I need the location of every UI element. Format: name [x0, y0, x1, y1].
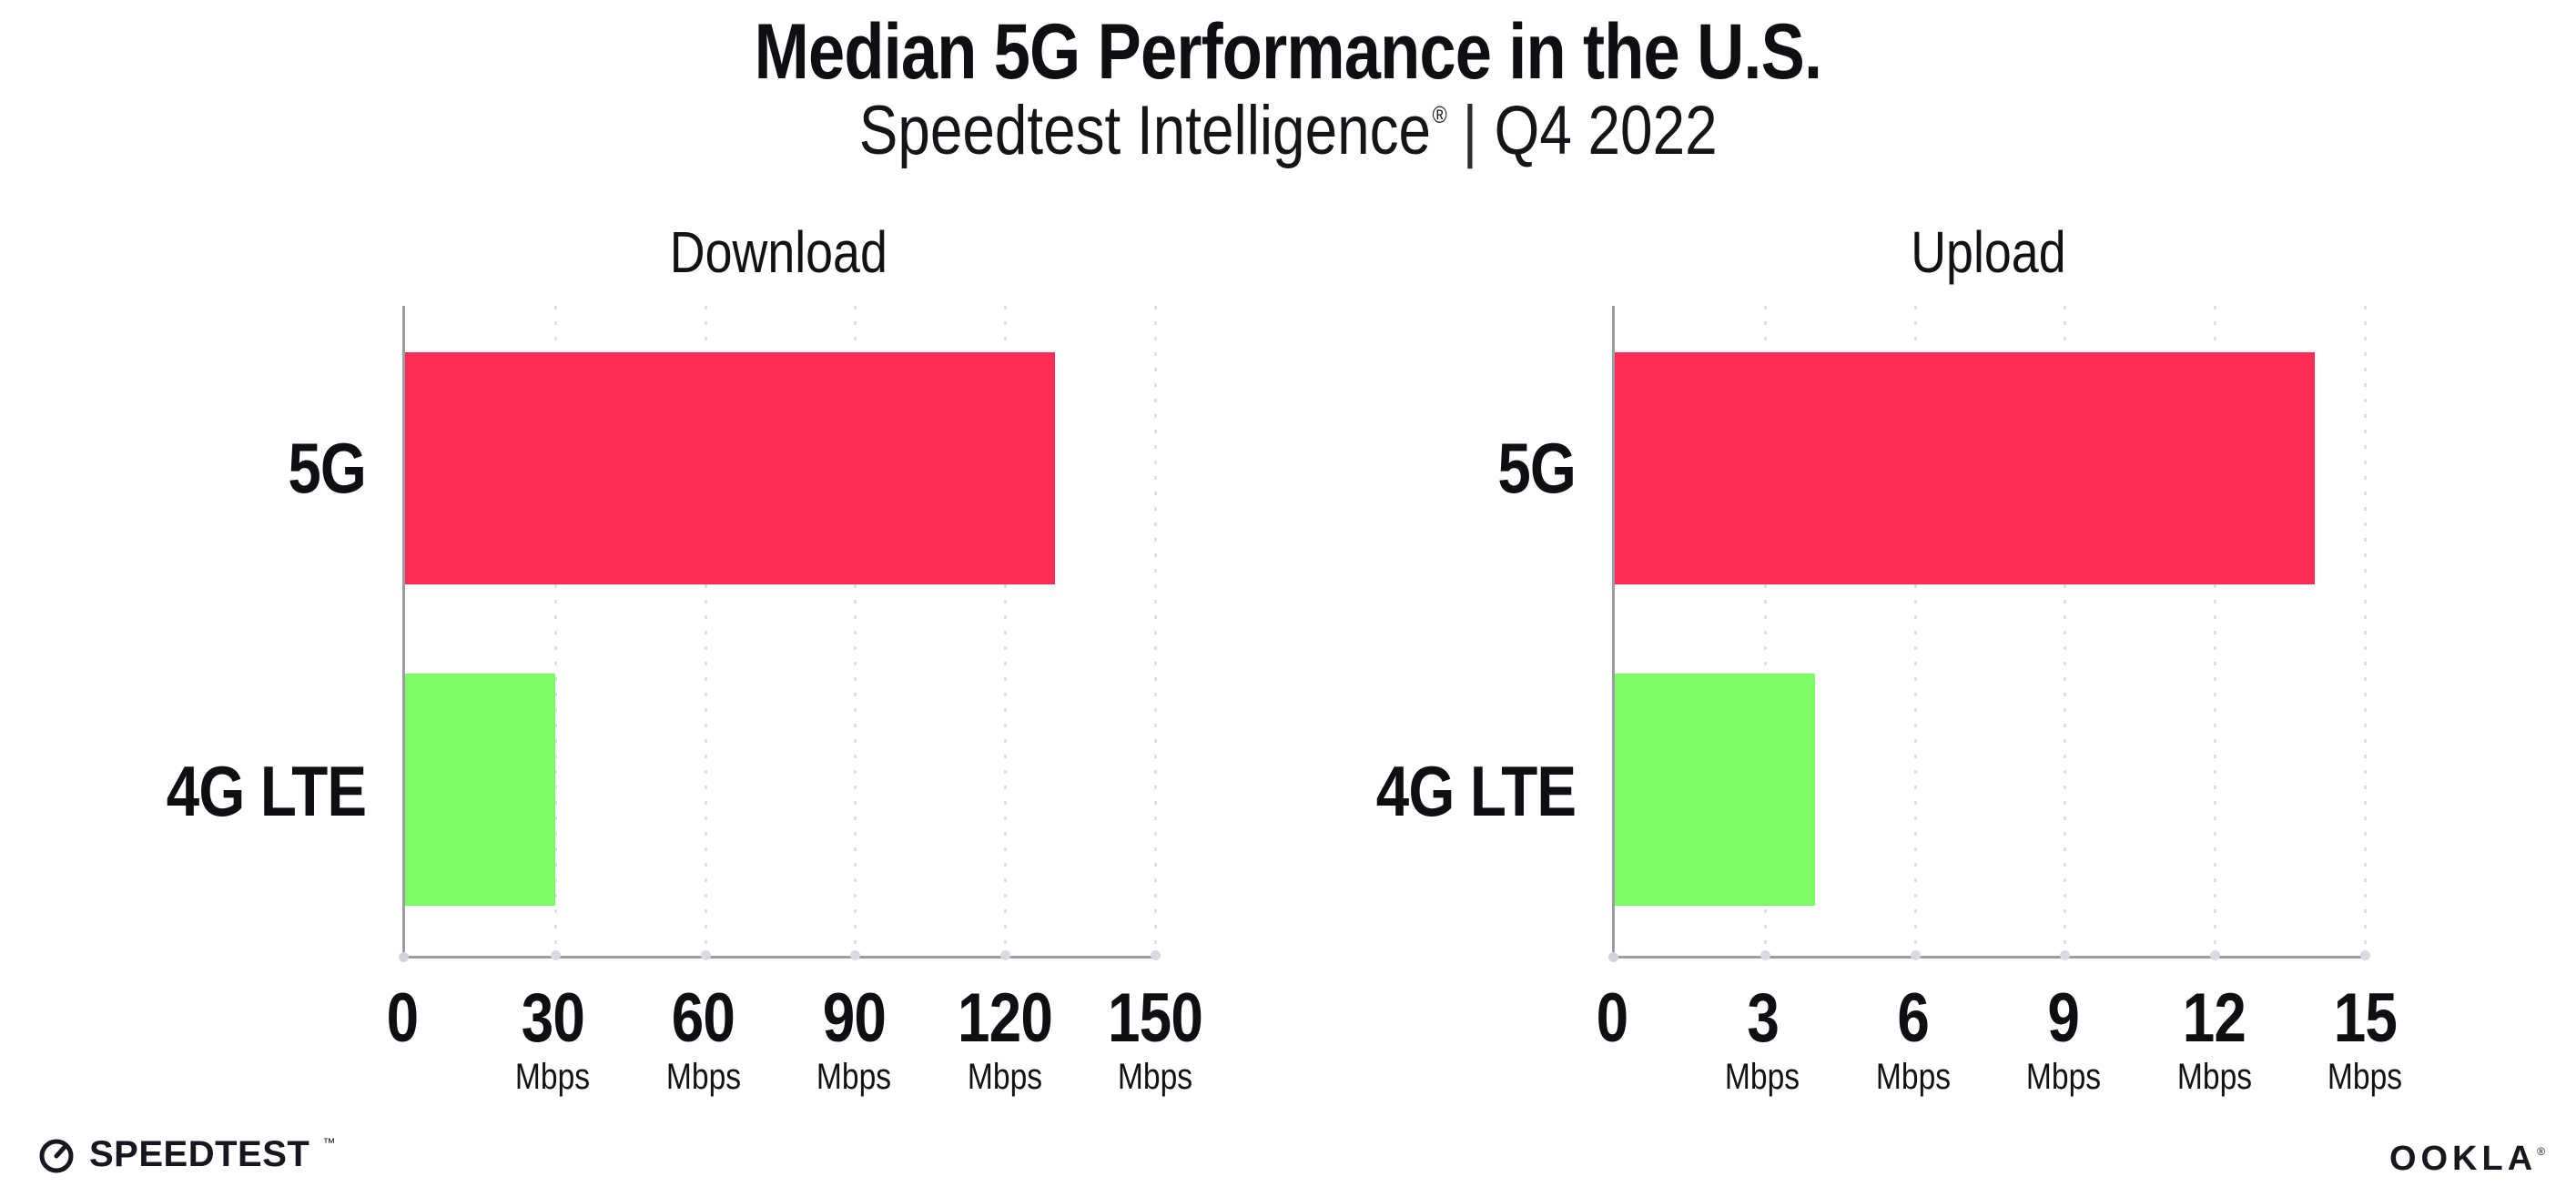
gridline — [850, 306, 861, 960]
gridline — [550, 306, 561, 960]
x-tick-label: 30 Mbps — [515, 979, 591, 1098]
category-label-5g: 5G — [288, 428, 367, 509]
x-tick-label: 0 — [386, 979, 420, 1057]
gridline — [700, 306, 711, 960]
speedtest-gauge-icon — [39, 1139, 74, 1172]
category-label-5g: 5G — [1497, 428, 1577, 509]
category-label-4g-lte: 4G LTE — [1375, 751, 1577, 832]
x-tick-label: 15 Mbps — [2327, 979, 2403, 1098]
speedtest-logo: SPEEDTEST ™ — [36, 1134, 335, 1175]
chart-title-row: Download — [402, 218, 1155, 286]
category-label-4g-lte: 4G LTE — [166, 751, 367, 832]
chart-title: Download — [669, 219, 888, 285]
category-labels: 5G 4G LTE — [1337, 306, 1577, 959]
chart-title-row: Upload — [1612, 218, 2365, 286]
ookla-logo-text: OOKLA — [2388, 1140, 2538, 1178]
x-tick-label: 0 — [1596, 979, 1629, 1057]
plot-area — [1608, 306, 2370, 962]
bar-4g-lte — [405, 674, 555, 906]
gridline — [1151, 306, 1161, 960]
chart-title: Upload — [1911, 219, 2066, 285]
speedtest-logo-text: SPEEDTEST — [89, 1134, 310, 1174]
x-tick-label: 3 Mbps — [1725, 979, 1800, 1098]
gridline — [2360, 306, 2370, 960]
upload-chart: Upload 5G 4G LTE 0 3 Mbps 6 Mbps 9 Mbps 12 Mbps 15… — [1337, 218, 2403, 1098]
registered-mark: ® — [1432, 101, 1447, 128]
x-tick-label: 90 Mbps — [816, 979, 892, 1098]
page-title: Median 5G Performance in the U.S. — [754, 8, 1822, 96]
x-axis-ticks: 0 3 Mbps 6 Mbps 9 Mbps 12 Mbps 15 Mbps — [1597, 979, 2402, 1098]
gridline — [2060, 306, 2071, 960]
subtitle-period: Q4 2022 — [1494, 92, 1718, 169]
bar-5g — [1615, 351, 2316, 584]
gridline — [1000, 306, 1011, 960]
subtitle-divider: | — [1462, 92, 1477, 169]
bar-4g-lte — [1615, 674, 1815, 906]
page-subtitle-row: Speedtest Intelligence® | Q4 2022 — [0, 91, 2576, 170]
ookla-registered-mark: ® — [2537, 1145, 2545, 1158]
bar-5g — [405, 351, 1056, 584]
page-title-row: Median 5G Performance in the U.S. — [0, 7, 2576, 97]
ookla-logo: OOKLA® — [2389, 1140, 2545, 1179]
x-tick-label: 6 Mbps — [1875, 979, 1951, 1098]
x-tick-label: 60 Mbps — [665, 979, 741, 1098]
x-tick-label: 120 Mbps — [957, 979, 1053, 1098]
gridline — [2210, 306, 2221, 960]
category-labels: 5G 4G LTE — [127, 306, 367, 959]
x-tick-label: 12 Mbps — [2176, 979, 2252, 1098]
x-axis-ticks: 0 30 Mbps 60 Mbps 90 Mbps 120 Mbps 150 Mbps — [387, 979, 1203, 1098]
gridline — [1760, 306, 1770, 960]
subtitle-brand: Speedtest Intelligence — [858, 92, 1431, 169]
axis-origin-dot — [1608, 952, 1618, 962]
download-chart: Download 5G 4G LTE 0 30 Mbps 60 Mbps 90 Mbps 120… — [127, 218, 1203, 1098]
plot-area — [399, 306, 1161, 962]
gridline — [1910, 306, 1921, 960]
page-subtitle: Speedtest Intelligence® | Q4 2022 — [859, 91, 1718, 170]
axis-origin-dot — [399, 952, 409, 962]
speedtest-trademark: ™ — [322, 1134, 336, 1150]
x-tick-label: 9 Mbps — [2026, 979, 2102, 1098]
x-tick-label: 150 Mbps — [1107, 979, 1203, 1098]
